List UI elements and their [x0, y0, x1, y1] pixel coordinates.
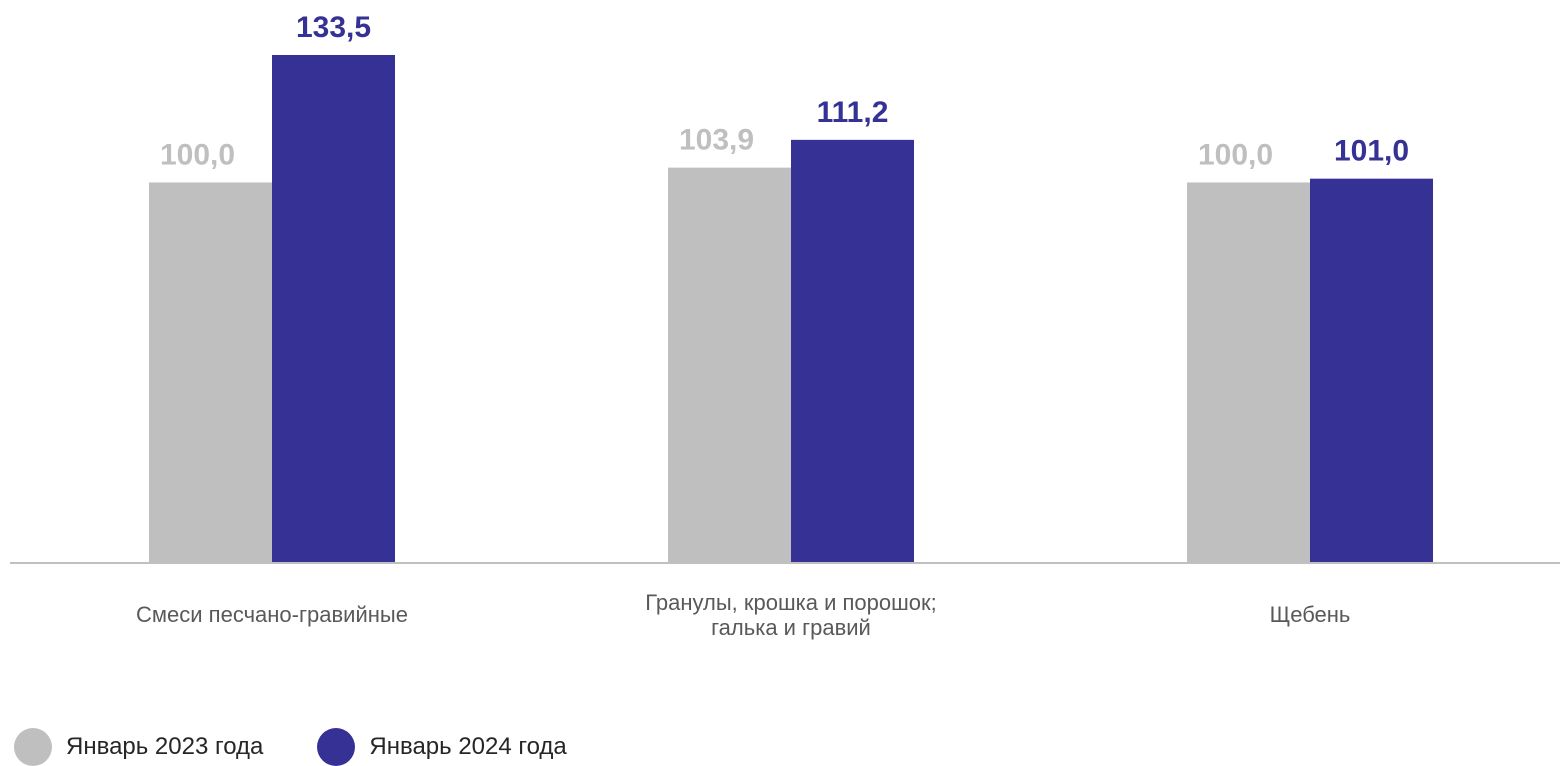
data-label-2024-2: 101,0 [1334, 135, 1409, 168]
legend-label-2024: Январь 2024 года [369, 733, 567, 760]
legend-label-2023: Январь 2023 года [66, 733, 264, 760]
bar-chart: 100,0 133,5 Смеси песчано-гравийные 103,9 11… [10, 11, 1560, 640]
legend-item-2023: Январь 2023 года [14, 728, 263, 766]
category-label-line: Смеси песчано-гравийные [136, 602, 408, 627]
bar-2023-2 [1187, 182, 1310, 564]
legend-item-2024: Январь 2024 года [317, 728, 567, 766]
category-label-1: Гранулы, крошка и порошок; галька и грави… [645, 590, 937, 640]
bar-2023-1 [668, 167, 791, 564]
legend-swatch-2024 [317, 728, 356, 766]
data-label-2023-2: 100,0 [1198, 138, 1273, 171]
bar-2023-0 [149, 182, 272, 564]
data-label-2023-0: 100,0 [160, 138, 235, 171]
legend-swatch-2023 [14, 728, 52, 766]
bar-2024-1 [791, 139, 914, 563]
category-label-0: Смеси песчано-гравийные [136, 602, 408, 627]
data-label-2023-1: 103,9 [679, 124, 754, 157]
category-label-line: галька и гравий [711, 615, 871, 640]
data-label-2024-1: 111,2 [817, 96, 889, 129]
data-label-2024-0: 133,5 [296, 11, 371, 44]
bar-2024-2 [1310, 178, 1433, 563]
category-label-line: Щебень [1270, 602, 1351, 627]
bar-2024-0 [272, 55, 395, 563]
category-label-line: Гранулы, крошка и порошок; [645, 590, 937, 615]
chart-legend: Январь 2023 года Январь 2024 года [14, 728, 621, 766]
category-label-2: Щебень [1270, 602, 1351, 627]
